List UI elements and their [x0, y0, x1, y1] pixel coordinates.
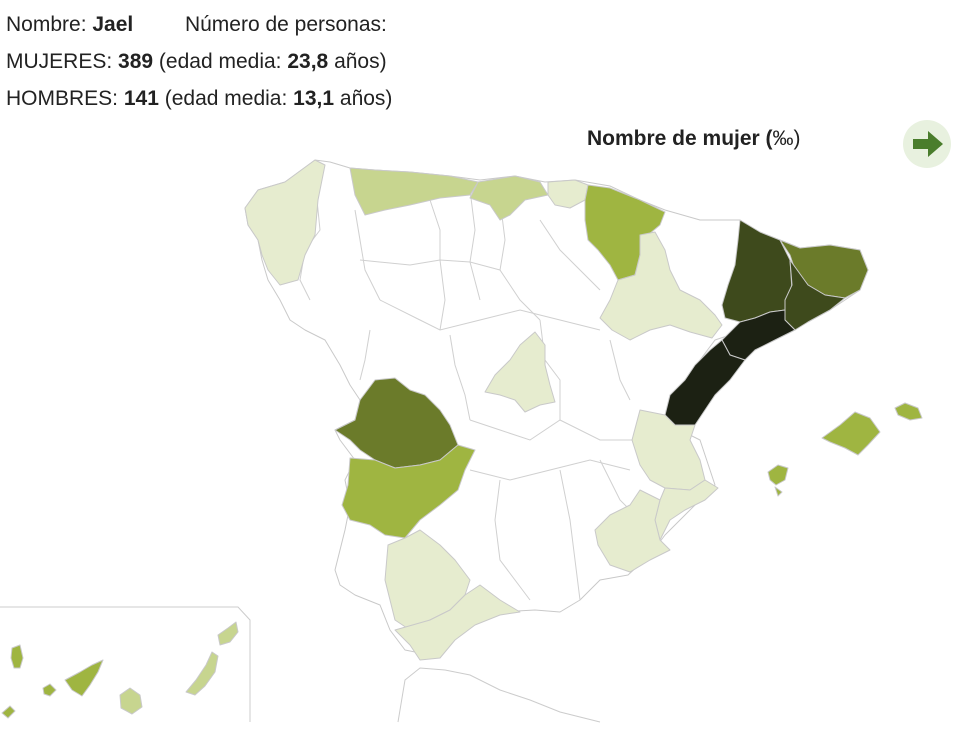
region-el-hierro[interactable] — [1, 705, 16, 719]
region-murcia[interactable] — [594, 489, 671, 573]
region-la-gomera[interactable] — [42, 683, 57, 697]
region-fuerteventura[interactable] — [185, 651, 219, 696]
men-age-prefix: (edad media: — [164, 87, 288, 110]
region-pais-vasco[interactable] — [547, 179, 589, 209]
men-count: 141 — [123, 87, 159, 110]
name-summary: Nombre: Jael Número de personas: MUJERES… — [6, 6, 392, 117]
next-map-button[interactable] — [903, 120, 951, 168]
region-lanzarote[interactable] — [217, 621, 239, 646]
women-age-prefix: (edad media: — [158, 50, 282, 73]
region-cantabria[interactable] — [469, 175, 549, 221]
legend-title-unit: ‰) — [772, 127, 801, 150]
name-label: Nombre: — [6, 13, 87, 36]
region-tenerife[interactable] — [64, 659, 104, 697]
women-label: MUJERES: — [6, 50, 113, 73]
count-label: Número de personas: — [184, 13, 387, 36]
region-menorca[interactable] — [894, 402, 923, 421]
region-gran-canaria[interactable] — [119, 687, 143, 715]
name-value: Jael — [92, 13, 134, 36]
region-barcelona[interactable] — [784, 259, 846, 331]
legend-title: Nombre de mujer (‰) — [587, 127, 801, 151]
region-asturias[interactable] — [349, 167, 479, 216]
canary-inset-frame — [0, 606, 251, 722]
men-row: HOMBRES: 141 (edad media: 13,1 años) — [6, 80, 392, 117]
region-ibiza[interactable] — [767, 464, 789, 497]
legend-title-bold: Nombre de mujer ( — [587, 127, 773, 150]
women-age-suffix: años) — [334, 50, 387, 73]
region-badajoz[interactable] — [341, 444, 476, 539]
region-la-palma[interactable] — [10, 644, 24, 669]
region-galicia[interactable] — [244, 159, 326, 286]
men-age: 13,1 — [293, 87, 335, 110]
arrow-right-icon — [913, 131, 943, 157]
name-row: Nombre: Jael Número de personas: — [6, 6, 392, 43]
region-malaga[interactable] — [394, 584, 521, 661]
region-mallorca[interactable] — [821, 411, 881, 456]
women-row: MUJERES: 389 (edad media: 23,8 años) — [6, 43, 392, 80]
region-madrid[interactable] — [484, 331, 556, 413]
women-age: 23,8 — [287, 50, 329, 73]
africa-coastline — [397, 667, 601, 723]
women-count: 389 — [118, 50, 154, 73]
men-age-suffix: años) — [339, 87, 393, 110]
men-label: HOMBRES: — [6, 87, 119, 110]
peninsula-base — [244, 159, 869, 656]
region-aragon[interactable] — [599, 231, 723, 341]
